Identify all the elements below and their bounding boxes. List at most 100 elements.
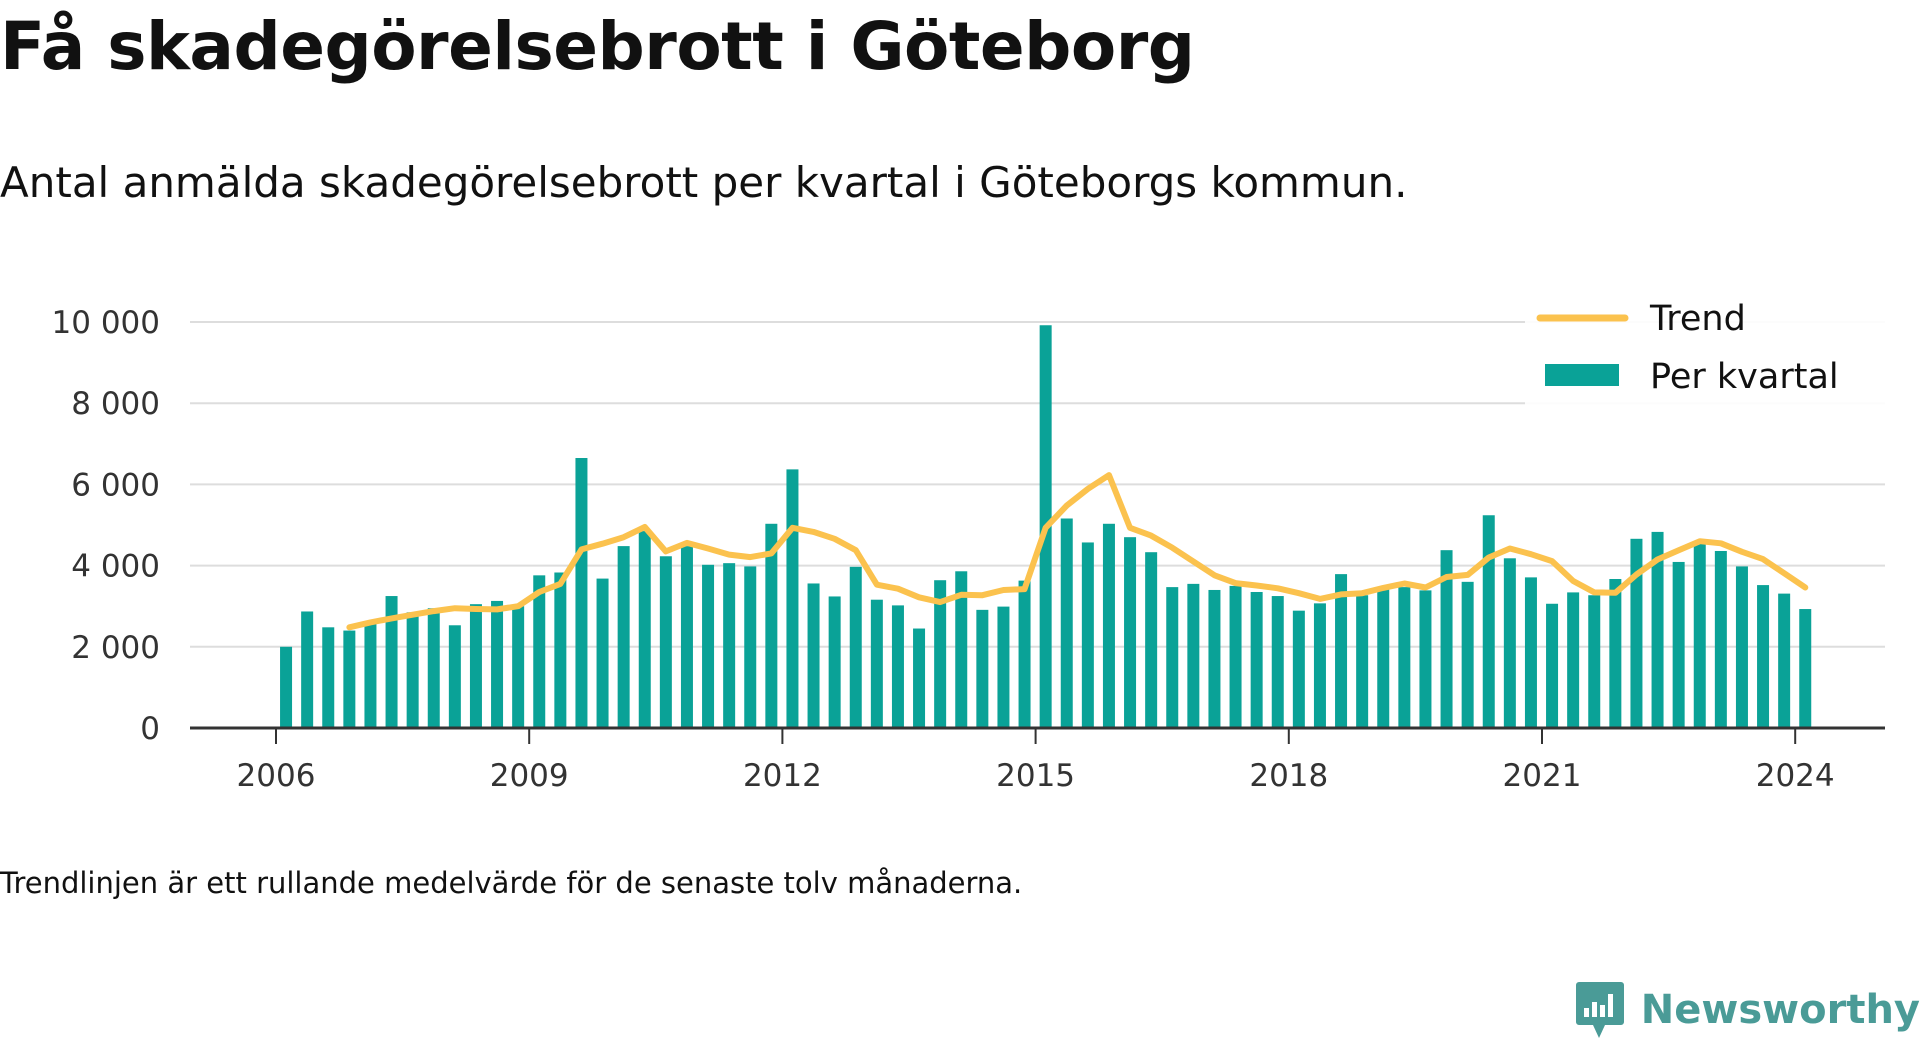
- bar: [1166, 587, 1179, 728]
- x-tick-label: 2006: [237, 758, 316, 794]
- bar: [1229, 585, 1242, 728]
- page-title: Få skadegörelsebrott i Göteborg: [0, 8, 1195, 85]
- bar: [1461, 581, 1474, 728]
- x-tick-label: 2024: [1756, 758, 1835, 794]
- bar: [1145, 552, 1158, 728]
- bar: [1292, 610, 1305, 728]
- bar: [1081, 542, 1094, 728]
- bar: [491, 600, 504, 728]
- bar: [997, 606, 1010, 728]
- bar: [976, 609, 989, 728]
- bar: [1609, 578, 1622, 728]
- brand-name: Newsworthy: [1640, 987, 1920, 1033]
- brand-logo: Newsworthy: [1575, 980, 1920, 1040]
- bar: [1208, 589, 1221, 728]
- bar: [1102, 523, 1115, 728]
- bar: [744, 566, 757, 728]
- x-tick-label: 2009: [490, 758, 569, 794]
- chart-subtitle: Antal anmälda skadegörelsebrott per kvar…: [0, 158, 1408, 207]
- bar: [1271, 596, 1284, 728]
- bar: [786, 469, 799, 728]
- trend-footnote: Trendlinjen är ett rullande medelvärde f…: [0, 866, 1023, 900]
- bar: [1799, 609, 1812, 728]
- bar: [1398, 587, 1411, 728]
- y-tick-label: 4 000: [71, 549, 160, 585]
- y-tick-label: 10 000: [52, 305, 160, 341]
- bar: [554, 572, 567, 728]
- bar: [1187, 583, 1200, 728]
- axes: 0 2 000 4 000 6 000 8 000 10 000 2006 2009 2012 2…: [52, 305, 1885, 794]
- legend-bar-label: Per kvartal: [1650, 357, 1839, 397]
- y-tick-label: 6 000: [71, 467, 160, 503]
- bar: [617, 546, 630, 728]
- bar: [1124, 537, 1137, 728]
- x-tick-label: 2012: [743, 758, 822, 794]
- bar: [575, 458, 588, 728]
- bar: [1757, 585, 1770, 728]
- trend-series: [346, 472, 1809, 631]
- bar: [1651, 531, 1664, 728]
- bar: [1567, 592, 1580, 728]
- chart-canvas: 0 2 000 4 000 6 000 8 000 10 000 2006 2009 2012 2…: [51, 295, 1885, 794]
- legend-bar-swatch: [1545, 364, 1619, 386]
- bar: [427, 608, 440, 728]
- bar: [301, 611, 314, 728]
- bar: [659, 556, 672, 728]
- x-tick-label: 2015: [996, 758, 1075, 794]
- bar: [891, 605, 904, 728]
- bar: [1714, 550, 1727, 728]
- bar: [406, 612, 419, 728]
- x-tick-label: 2021: [1503, 758, 1582, 794]
- bar: [1018, 580, 1031, 728]
- bar: [1440, 550, 1453, 728]
- y-tick-label: 2 000: [71, 630, 160, 666]
- bar-series: [280, 325, 1812, 728]
- bar: [828, 596, 841, 728]
- bar: [1377, 589, 1390, 728]
- bar: [322, 627, 335, 728]
- bar: [1735, 566, 1748, 728]
- bar: [1356, 595, 1369, 728]
- bar: [1672, 561, 1685, 728]
- bar: [680, 546, 693, 728]
- legend-trend-label: Trend: [1649, 299, 1746, 339]
- y-tick-label: 8 000: [71, 386, 160, 422]
- bar: [364, 622, 377, 728]
- bar: [1250, 591, 1263, 728]
- bar: [1060, 518, 1073, 728]
- bar: [1482, 515, 1495, 728]
- bar: [1313, 603, 1326, 728]
- bar: [469, 604, 482, 728]
- bar: [280, 646, 293, 728]
- newsworthy-logo-icon: [1575, 982, 1624, 1038]
- y-tick-label: 0: [140, 711, 160, 747]
- bar: [1419, 590, 1432, 728]
- bar: [702, 564, 715, 728]
- bar: [870, 599, 883, 728]
- trend-line: [346, 472, 1809, 631]
- bar: [1630, 538, 1643, 728]
- bar: [385, 596, 398, 728]
- bar: [934, 580, 947, 728]
- bar: [533, 575, 546, 728]
- bar: [913, 628, 926, 728]
- bar: [596, 578, 609, 728]
- bar: [955, 571, 968, 728]
- bar: [512, 606, 525, 728]
- bar: [343, 630, 356, 728]
- bar: [638, 531, 651, 728]
- bar: [849, 566, 862, 728]
- bar: [448, 625, 461, 728]
- bar: [765, 523, 778, 728]
- bar: [1546, 603, 1559, 728]
- chart-legend: Trend Per kvartal: [1525, 295, 1885, 415]
- x-tick-label: 2018: [1249, 758, 1328, 794]
- bar: [1335, 574, 1348, 728]
- bar: [1693, 543, 1706, 728]
- bar: [1588, 595, 1601, 728]
- bar: [1524, 577, 1537, 728]
- bar: [1778, 593, 1791, 728]
- bar: [1503, 558, 1516, 728]
- bar: [723, 563, 736, 728]
- bar: [807, 583, 820, 728]
